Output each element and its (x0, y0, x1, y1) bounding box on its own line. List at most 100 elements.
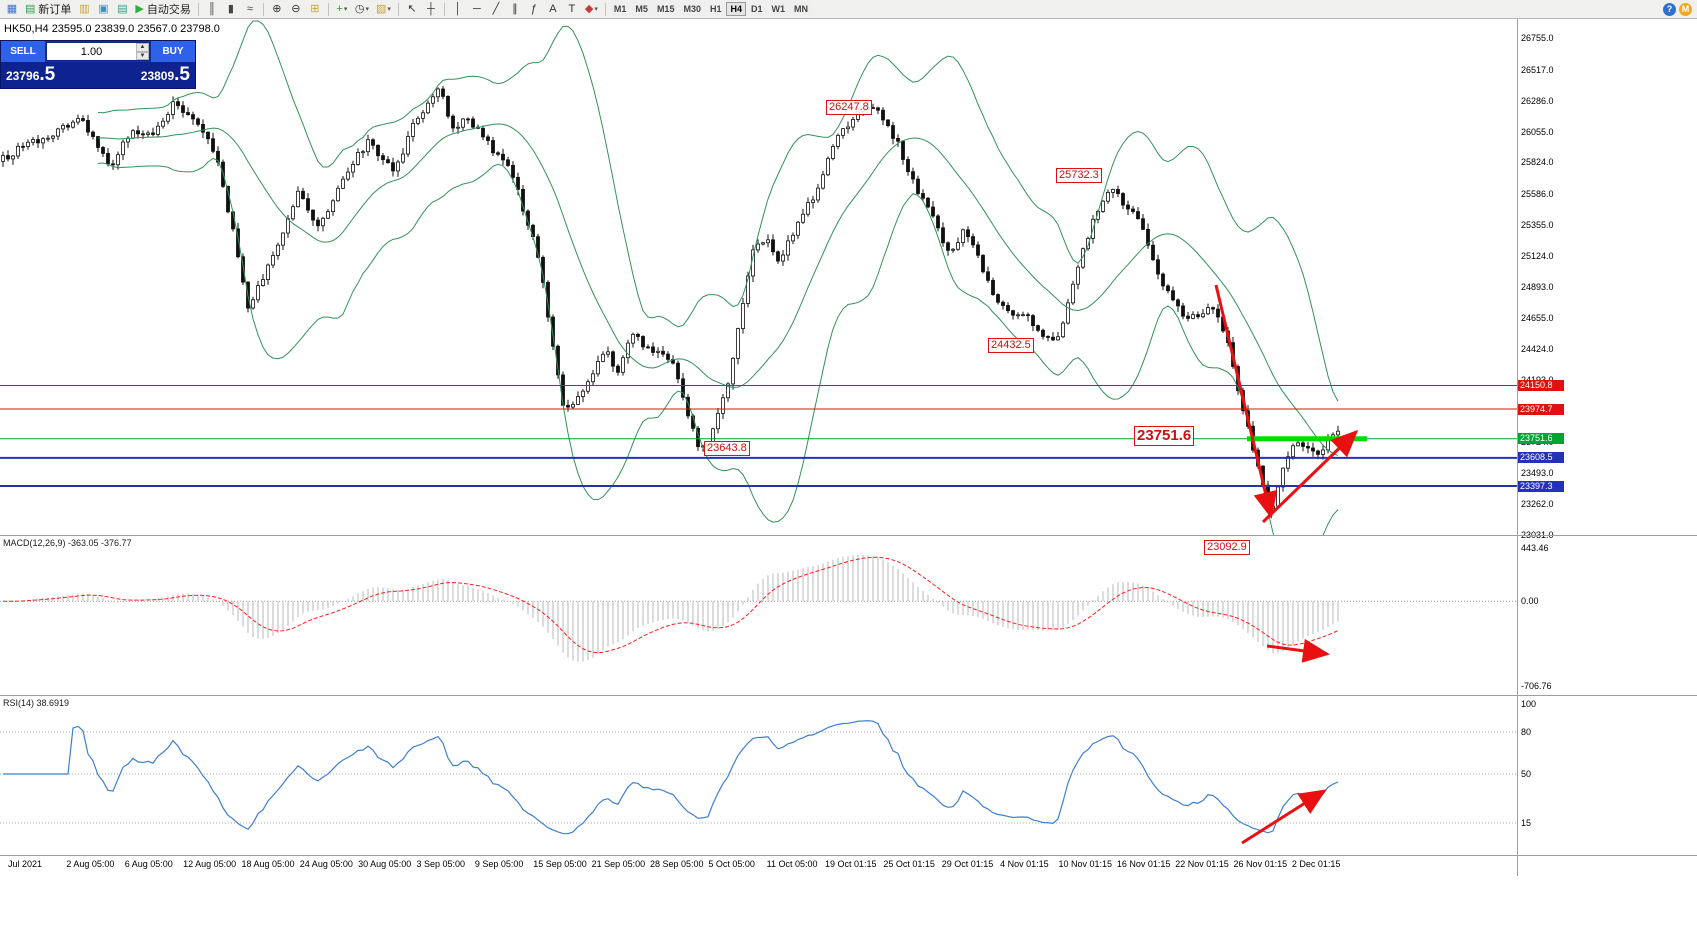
data-window-button[interactable]: ▣ (94, 1, 112, 17)
trend-arrow (1241, 789, 1327, 845)
cursor-button[interactable]: ↖ (403, 1, 421, 17)
navigator-button[interactable]: ▤ (113, 1, 131, 17)
rsi-axis-tick: 15 (1521, 818, 1532, 828)
rsi-line (3, 720, 1339, 835)
chevron-down-icon: ▾ (387, 6, 391, 13)
time-tick: 12 Aug 05:00 (183, 859, 237, 869)
sell-price-main: 23796 (6, 69, 40, 83)
bar-chart-icon: ║ (207, 2, 216, 15)
order-panel-prices: 23796.5 23809.5 (1, 62, 195, 88)
price-line-label: 23751.6 (1518, 433, 1564, 445)
time-tick: 30 Aug 05:00 (358, 859, 412, 869)
indicators-button[interactable]: + ▾ (333, 1, 351, 17)
toolbar-separator (443, 2, 445, 16)
order-panel-top-row: SELL ▲ ▼ BUY (1, 41, 195, 62)
rsi-axis-tick: 50 (1521, 769, 1532, 779)
zoom-out-button[interactable]: ⊖ (287, 1, 305, 17)
tile-windows-button[interactable]: ⊞ (306, 1, 324, 17)
fibonacci-button[interactable]: ƒ (525, 1, 543, 17)
timeframe-button-m1[interactable]: M1 (609, 2, 631, 16)
sell-button[interactable]: SELL (1, 41, 45, 62)
bar-chart-button[interactable]: ║ (203, 1, 221, 17)
zoom-in-button[interactable]: ⊕ (268, 1, 286, 17)
timeframe-button-m15[interactable]: M15 (652, 2, 679, 16)
new-order-button: ▤ (25, 2, 36, 15)
support-highlight-segment (1247, 436, 1367, 442)
chevron-down-icon: ▾ (594, 6, 598, 13)
volume-down-button[interactable]: ▼ (136, 51, 149, 60)
price-line-label: 24150.8 (1518, 380, 1564, 392)
time-tick: 3 Sep 05:00 (416, 859, 466, 869)
timeframe-button-h1[interactable]: H1 (705, 2, 726, 16)
trendline-button[interactable]: ╱ (487, 1, 505, 17)
volume-input[interactable] (47, 43, 136, 60)
buy-button[interactable]: BUY (151, 41, 195, 62)
templates-button[interactable]: ▨ ▾ (373, 1, 394, 17)
line-chart-button[interactable]: ≈ (241, 1, 259, 17)
timeframe-button-m30[interactable]: M30 (679, 2, 705, 16)
rsi-label: RSI(14) 38.6919 (3, 698, 70, 708)
timeframe-button-m5[interactable]: M5 (631, 2, 652, 16)
auto-trading-button[interactable]: ▶ 自动交易 (132, 1, 193, 17)
vertical-line-button[interactable]: │ (449, 1, 467, 17)
panel-separator[interactable] (0, 695, 1697, 696)
vertical-line-icon: │ (454, 2, 462, 15)
timeframe-button-w1[interactable]: W1 (767, 2, 790, 16)
chart-ohlc-title: HK50,H4 23595.0 23839.0 23567.0 23798.0 (4, 23, 220, 35)
bollinger-bands (97, 20, 1339, 535)
time-tick: 16 Nov 01:15 (1116, 859, 1171, 869)
timeframe-button-h4[interactable]: H4 (726, 2, 746, 16)
panel-separator[interactable] (0, 855, 1697, 856)
crosshair-button[interactable]: ┼ (422, 1, 440, 17)
new-chart-button[interactable]: ▦ (3, 1, 21, 17)
price-tick: 25124.0 (1521, 250, 1554, 261)
macd-signal-line (2, 556, 1339, 654)
market-watch-button[interactable]: ▥ (75, 1, 93, 17)
channel-button[interactable]: ∥ (506, 1, 524, 17)
periods-icon: ◷ (354, 2, 365, 15)
fibonacci-icon: ƒ (530, 2, 537, 15)
main-chart-canvas[interactable] (0, 19, 1517, 535)
toolbar-separator (262, 2, 264, 16)
volume-stepper[interactable]: ▲ ▼ (46, 42, 150, 61)
candlesticks (1, 85, 1340, 514)
text-button[interactable]: A (544, 1, 562, 17)
price-tick: 24424.0 (1521, 344, 1554, 355)
horizontal-line-button[interactable]: ─ (468, 1, 486, 17)
macd-chart-canvas[interactable] (0, 536, 1517, 695)
timeframe-button-mn[interactable]: MN (790, 2, 813, 16)
cursor-icon: ↖ (407, 2, 417, 15)
timeframe-button-d1[interactable]: D1 (747, 2, 767, 16)
price-tick: 24893.0 (1521, 281, 1554, 292)
line-chart-icon: ≈ (246, 2, 253, 15)
buy-price: 23809.5 (141, 64, 190, 86)
help-icon[interactable]: ? (1663, 2, 1676, 16)
auto-trading-button: ▶ (135, 2, 144, 15)
price-annotation: 23092.9 (1204, 540, 1250, 555)
time-tick: 24 Aug 05:00 (299, 859, 353, 869)
price-annotation: 23643.8 (704, 441, 750, 456)
price-tick: 25824.0 (1521, 157, 1554, 168)
periods-button[interactable]: ◷ ▾ (352, 1, 372, 17)
candlestick-chart-button[interactable]: ▮ (222, 1, 240, 17)
label-button[interactable]: T (563, 1, 581, 17)
new-order-button[interactable]: ▤ 新订单 (22, 1, 74, 17)
time-tick: 6 Aug 05:00 (124, 859, 173, 869)
community-icon[interactable]: M (1679, 2, 1692, 16)
rsi-chart-canvas[interactable] (0, 696, 1517, 855)
time-tick: 21 Sep 05:00 (591, 859, 646, 869)
time-tick: 11 Oct 05:00 (766, 859, 818, 869)
time-tick: 5 Oct 05:00 (708, 859, 755, 869)
panel-separator[interactable] (0, 535, 1697, 536)
crosshair-icon: ┼ (427, 2, 435, 15)
price-axis-separator (1517, 19, 1518, 876)
volume-up-button[interactable]: ▲ (136, 43, 149, 52)
chevron-down-icon: ▾ (365, 6, 369, 13)
price-tick: 26517.0 (1521, 65, 1554, 76)
new-order-label: 新订单 (38, 4, 72, 16)
time-tick: 9 Sep 05:00 (474, 859, 524, 869)
channel-icon: ∥ (512, 2, 518, 15)
navigator-icon: ▤ (117, 2, 128, 15)
arrows-button[interactable]: ◆ ▾ (582, 1, 601, 17)
